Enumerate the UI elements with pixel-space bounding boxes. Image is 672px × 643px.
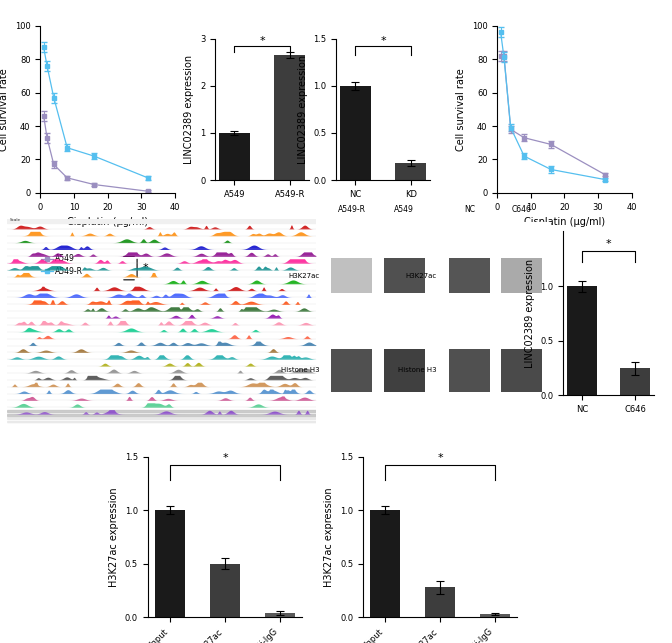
Y-axis label: H3K27ac expression: H3K27ac expression [325,487,335,586]
Text: *: * [259,36,265,46]
Y-axis label: H3K27ac expression: H3K27ac expression [110,487,120,586]
Legend: NC, KD: NC, KD [499,254,523,276]
Text: A549-R: A549-R [338,205,366,214]
Y-axis label: Cell survival rate: Cell survival rate [456,68,466,150]
Bar [567,286,597,395]
Bar [425,587,456,617]
X-axis label: Cisplatin (μg/ml): Cisplatin (μg/ml) [524,217,605,227]
Text: C646: C646 [511,205,532,214]
Y-axis label: LINC02389 expression: LINC02389 expression [184,55,194,164]
Bar [331,258,372,293]
Bar [340,86,371,180]
Bar [331,349,372,392]
Legend: A549, A549-R: A549, A549-R [42,254,83,276]
Bar [7,424,316,426]
Bar [620,368,650,395]
Text: NC: NC [464,205,475,214]
Y-axis label: Cell survival rate: Cell survival rate [0,68,9,150]
Bar [395,163,426,180]
Y-axis label: LINC02389 expression: LINC02389 expression [525,259,535,368]
Bar [219,133,250,180]
Bar [384,258,425,293]
Text: A549: A549 [394,205,414,214]
Bar [370,510,401,617]
Text: *: * [599,263,605,273]
Bar [7,410,316,412]
Text: Histone H3: Histone H3 [398,367,437,374]
Bar [7,417,316,419]
Bar [449,349,490,392]
Bar [449,258,490,293]
Bar [7,413,316,415]
Text: H3K27ac: H3K27ac [406,273,437,279]
Text: *: * [605,239,612,249]
Text: *: * [437,453,443,463]
Y-axis label: LINC02389 expression: LINC02389 expression [298,55,308,164]
Bar [7,219,316,223]
Bar [384,349,425,392]
Bar [210,564,241,617]
Bar [155,510,185,617]
Text: H3K27ac: H3K27ac [288,273,319,279]
Text: Scale: Scale [10,219,21,222]
Bar [274,55,305,180]
Text: Histone H3: Histone H3 [281,367,319,374]
Text: *: * [142,263,148,273]
Bar [480,614,511,617]
Text: *: * [380,36,386,46]
Text: *: * [222,453,228,463]
Bar [7,421,316,422]
Bar [501,258,542,293]
Bar [501,349,542,392]
X-axis label: Cisplatin (μg/ml): Cisplatin (μg/ml) [67,217,148,227]
Bar [265,613,296,617]
